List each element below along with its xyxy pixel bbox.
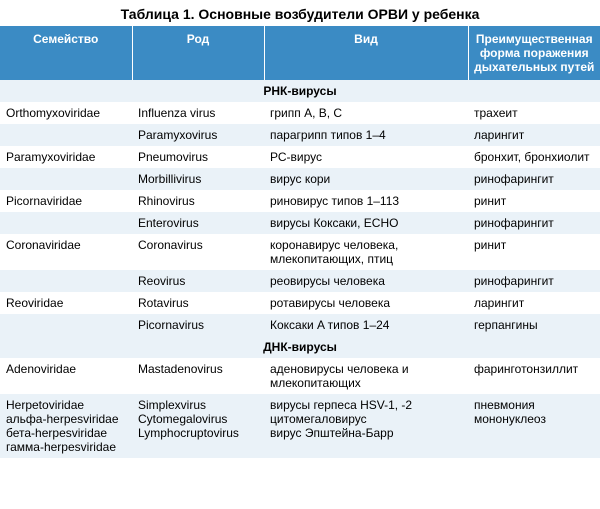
col-header-1: Род: [132, 26, 264, 80]
cell: Coronaviridae: [0, 234, 132, 270]
cell: Coronavirus: [132, 234, 264, 270]
cell: бронхит, бронхиолит: [468, 146, 600, 168]
table-header: СемействоРодВидПреимущественная форма по…: [0, 26, 600, 80]
cell: ринит: [468, 234, 600, 270]
cell: ринофарингит: [468, 270, 600, 292]
cell: Pneumovirus: [132, 146, 264, 168]
cell: Herpetoviridaeальфа-herpesviridaeбета-he…: [0, 394, 132, 458]
cell: [0, 124, 132, 146]
cell: пневмониямононуклеоз: [468, 394, 600, 458]
cell: коронавирус человека, млекопитающих, пти…: [264, 234, 468, 270]
virus-table: СемействоРодВидПреимущественная форма по…: [0, 26, 600, 458]
cell: ларингит: [468, 124, 600, 146]
table-row: AdenoviridaeMastadenovirusаденовирусы че…: [0, 358, 600, 394]
cell: Picornavirus: [132, 314, 264, 336]
cell: ринофарингит: [468, 212, 600, 234]
table-row: Morbillivirusвирус кориринофарингит: [0, 168, 600, 190]
cell: Rhinovirus: [132, 190, 264, 212]
col-header-2: Вид: [264, 26, 468, 80]
table-body: РНК-вирусыOrthomyxoviridaeInfluenza viru…: [0, 80, 600, 458]
table-row: CoronaviridaeCoronavirusкоронавирус чело…: [0, 234, 600, 270]
section-header: РНК-вирусы: [0, 80, 600, 102]
cell: вирусы Коксаки, ECHO: [264, 212, 468, 234]
cell: Influenza virus: [132, 102, 264, 124]
cell: трахеит: [468, 102, 600, 124]
cell: SimplexvirusCytomegalovirusLymphocruptov…: [132, 394, 264, 458]
cell: [0, 314, 132, 336]
table-row: Herpetoviridaeальфа-herpesviridaeбета-he…: [0, 394, 600, 458]
cell: Paramyxovirus: [132, 124, 264, 146]
cell: Adenoviridae: [0, 358, 132, 394]
cell: фаринготонзиллит: [468, 358, 600, 394]
cell: Morbillivirus: [132, 168, 264, 190]
cell: аденовирусы человека и млекопитающих: [264, 358, 468, 394]
table-row: Reovirusреовирусы человекаринофарингит: [0, 270, 600, 292]
cell: [0, 168, 132, 190]
table-row: Enterovirusвирусы Коксаки, ECHOринофарин…: [0, 212, 600, 234]
cell: реовирусы человека: [264, 270, 468, 292]
cell: [0, 212, 132, 234]
cell: РС-вирус: [264, 146, 468, 168]
section-header: ДНК-вирусы: [0, 336, 600, 358]
table-row: OrthomyxoviridaeInfluenza virusгрипп A, …: [0, 102, 600, 124]
cell: Orthomyxoviridae: [0, 102, 132, 124]
col-header-3: Преимущественная форма поражения дыхател…: [468, 26, 600, 80]
cell: вирус кори: [264, 168, 468, 190]
cell: ринит: [468, 190, 600, 212]
cell: Reoviridae: [0, 292, 132, 314]
cell: Paramyxoviridae: [0, 146, 132, 168]
cell: Коксаки A типов 1–24: [264, 314, 468, 336]
cell: Rotavirus: [132, 292, 264, 314]
cell: герпангины: [468, 314, 600, 336]
cell: Mastadenovirus: [132, 358, 264, 394]
cell: Reovirus: [132, 270, 264, 292]
cell: грипп A, B, C: [264, 102, 468, 124]
table-row: PicornaviridaeRhinovirusриновирус типов …: [0, 190, 600, 212]
cell: риновирус типов 1–113: [264, 190, 468, 212]
cell: ларингит: [468, 292, 600, 314]
table-row: ParamyxoviridaePneumovirusРС-вирусбронхи…: [0, 146, 600, 168]
table-row: ReoviridaeRotavirusротавирусы человекала…: [0, 292, 600, 314]
table-row: PicornavirusКоксаки A типов 1–24герпанги…: [0, 314, 600, 336]
col-header-0: Семейство: [0, 26, 132, 80]
cell: ротавирусы человека: [264, 292, 468, 314]
cell: Picornaviridae: [0, 190, 132, 212]
cell: парагрипп типов 1–4: [264, 124, 468, 146]
cell: Enterovirus: [132, 212, 264, 234]
table-row: Paramyxovirusпарагрипп типов 1–4ларингит: [0, 124, 600, 146]
cell: [0, 270, 132, 292]
table-title: Таблица 1. Основные возбудители ОРВИ у р…: [0, 0, 600, 26]
cell: вирусы герпеса HSV-1, -2цитомегаловирусв…: [264, 394, 468, 458]
cell: ринофарингит: [468, 168, 600, 190]
